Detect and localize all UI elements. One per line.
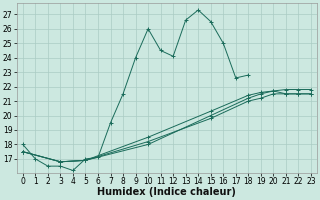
X-axis label: Humidex (Indice chaleur): Humidex (Indice chaleur) bbox=[98, 187, 236, 197]
